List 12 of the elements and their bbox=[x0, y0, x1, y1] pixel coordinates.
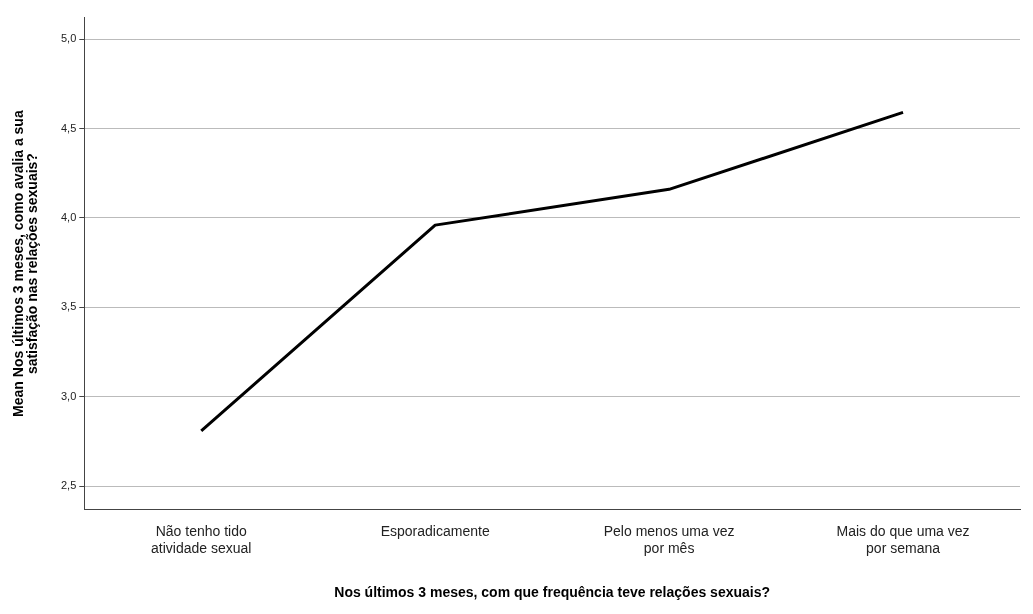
y-tick-label: 4,0 bbox=[60, 211, 77, 224]
y-tick-label: 5,0 bbox=[60, 32, 77, 45]
x-axis-title: Nos últimos 3 meses, com que frequência teve relações sexuais? bbox=[334, 584, 771, 601]
x-tick-label: Não tenho tido atividade sexual bbox=[151, 522, 252, 556]
x-tick-label: Esporadicamente bbox=[380, 522, 490, 539]
x-tick-label: Pelo menos uma vez por mês bbox=[603, 522, 735, 556]
y-tick-label: 3,5 bbox=[60, 300, 77, 313]
y-tick-label: 4,5 bbox=[60, 121, 77, 134]
y-tick-label: 3,0 bbox=[60, 389, 77, 402]
y-axis-title: Mean Nos últimos 3 meses, como avalia a sua satisfação nas relações sexuais? bbox=[9, 110, 40, 417]
x-tick-label: Mais do que uma vez por semana bbox=[836, 522, 970, 556]
y-tick-label: 2,5 bbox=[60, 479, 77, 492]
